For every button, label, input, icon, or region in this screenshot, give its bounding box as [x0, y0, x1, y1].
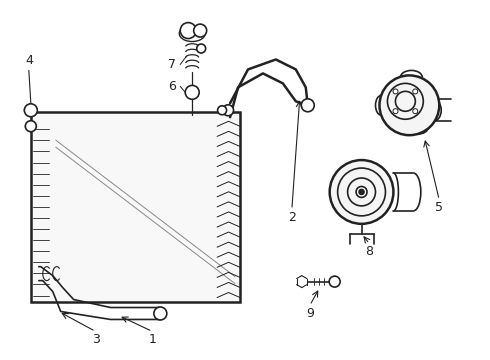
Circle shape: [356, 186, 367, 197]
Circle shape: [218, 106, 226, 115]
Circle shape: [25, 121, 36, 132]
Bar: [31, 112, 240, 302]
Circle shape: [393, 89, 398, 94]
Text: 2: 2: [288, 211, 296, 224]
Text: 9: 9: [306, 307, 314, 320]
Circle shape: [154, 307, 167, 320]
Circle shape: [379, 75, 439, 135]
Circle shape: [196, 44, 206, 53]
Circle shape: [24, 104, 37, 117]
Circle shape: [185, 85, 199, 99]
Text: 4: 4: [25, 54, 33, 67]
Text: 7: 7: [168, 58, 176, 71]
Circle shape: [413, 109, 418, 114]
Text: 1: 1: [148, 333, 156, 346]
Circle shape: [359, 189, 364, 194]
Circle shape: [330, 160, 393, 224]
Text: 3: 3: [92, 333, 99, 346]
Circle shape: [301, 99, 314, 112]
Circle shape: [413, 89, 418, 94]
Text: 8: 8: [366, 245, 373, 258]
Circle shape: [222, 105, 234, 116]
Circle shape: [329, 276, 340, 287]
Text: 5: 5: [435, 201, 443, 215]
Circle shape: [180, 23, 196, 39]
Text: 6: 6: [169, 80, 176, 93]
Circle shape: [393, 109, 398, 114]
Circle shape: [194, 24, 207, 37]
